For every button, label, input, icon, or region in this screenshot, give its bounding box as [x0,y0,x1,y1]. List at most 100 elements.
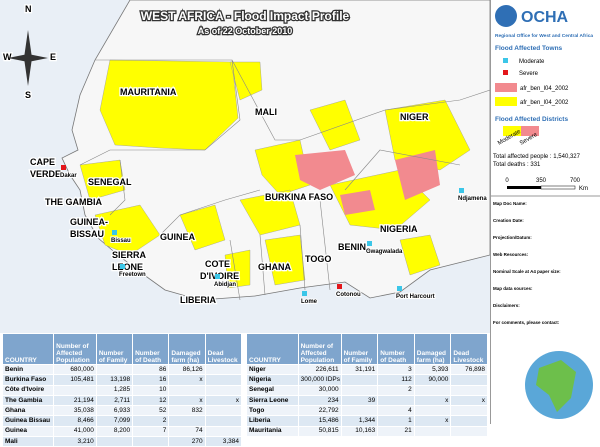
cell [204,415,243,427]
header-cell: Damaged farm (ha) [413,333,452,365]
country-label: LEONE [112,262,143,272]
cell: The Gambia [1,394,55,407]
cell: Liberia [246,415,299,427]
cell: 1,344 [340,415,379,427]
row: Sierra Leone 234 39 x x [246,394,488,407]
country-label: CAPE [30,157,55,167]
cell: Niger [246,363,299,376]
country-label: VERDE [30,169,61,179]
title-sub: - Flood Impact Profile [223,9,349,23]
cell: 234 [297,394,342,407]
legend-label: Severe [519,71,539,77]
cell: 21,194 [53,394,97,407]
cell: 6,933 [95,405,134,417]
cell: 35,038 [53,405,97,417]
town-label: Abidjan [214,282,236,288]
cell: Ghana [1,405,55,417]
note: For comments, please contact: [493,320,560,325]
header-row: COUNTRY Number of Affected Population Numb… [246,333,488,365]
compass-w: W [3,52,12,62]
cell [340,405,379,417]
country-label: MALI [255,107,277,117]
cell: 90,000 [413,374,452,386]
legend-label: afr_ben_l04_2002 [520,100,569,106]
compass-s: S [25,90,31,100]
note: Creation Date: [493,218,524,223]
cell: x [204,394,243,407]
cell: 2 [132,415,170,427]
cell: 41,000 [53,425,97,438]
header-cell: COUNTRY [1,333,55,365]
legend-swatch [521,126,539,136]
town-marker [337,284,342,289]
cell: 2 [377,384,415,396]
cell: 1,285 [95,384,134,396]
row: Guinea 41,000 8,200 7 74 [1,425,243,438]
town-marker [397,286,402,291]
cell: Nigeria [246,374,299,386]
cell: 10 [132,384,170,396]
row: Liberia 15,486 1,344 1 x [246,415,488,427]
cell: 8,466 [53,415,97,427]
town-marker [61,165,66,170]
town-label: Dakar [60,173,77,179]
row: Senegal 30,000 2 [246,384,488,396]
row: The Gambia 21,194 2,711 12 x x [1,394,243,407]
cell [413,425,452,438]
compass-rose [8,30,48,86]
cell: 832 [168,405,206,417]
cell [204,425,243,438]
header-cell: Number of Affected Population [297,333,342,365]
country-label: SENEGAL [88,177,132,187]
severe-districts [295,150,440,215]
cell: 3,384 [204,436,243,447]
cell: 8,200 [95,425,134,438]
header-cell: Damaged farm (ha) [168,333,206,365]
row: Guinea Bissau 8,466 7,099 2 [1,415,243,427]
row: Niger 226,611 31,191 3 5,393 76,898 [246,363,488,376]
header-cell: Number of Family [340,333,379,365]
town-marker [459,188,464,193]
header-row: COUNTRY Number of Affected Population Numb… [1,333,243,365]
cell: 5,393 [413,363,452,376]
cell: 50,815 [297,425,342,438]
cell [204,405,243,417]
country-label: BISSAU [70,229,104,239]
town-label: Gwagwalada [366,249,403,255]
cell: 226,611 [297,363,342,376]
note: Nominal Scale at A4 paper size: [493,269,561,274]
cell [53,384,97,396]
cell: Mauritania [246,425,299,438]
cell [340,374,379,386]
cell [377,394,415,407]
header-cell: Dead Livestock [204,333,243,365]
cell: x [168,374,206,386]
scale-bar [540,185,576,190]
date: As of 22 October 2010 [198,26,293,36]
cell: 10,163 [340,425,379,438]
header-cell: Number of Affected Population [53,333,97,365]
cell: 680,000 [53,363,97,376]
cell: 2,711 [95,394,134,407]
cell [450,425,488,438]
cell [450,405,488,417]
header-cell: Dead Livestock [450,333,488,365]
cell [204,363,243,376]
cell: Sierra Leone [246,394,299,407]
cell: Mali [1,436,55,447]
header-cell: COUNTRY [246,333,299,365]
cell [413,384,452,396]
town-label: Port Harcourt [396,294,435,300]
legend-swatch [503,70,508,75]
town-marker [112,230,117,235]
logo-name: OCHA [521,9,569,26]
cell: x [168,394,206,407]
globe-land [536,360,576,412]
scale-label: 350 [536,178,547,184]
cell [132,436,170,447]
total-people: Total affected people : 1,540,327 [493,154,581,160]
cell: 7 [132,425,170,438]
note: Web Resources: [493,252,529,257]
town-labels: Dakar Bissau Freetown Abidjan Lome Cotonou Por… [59,165,488,306]
cell: 86,126 [168,363,206,376]
